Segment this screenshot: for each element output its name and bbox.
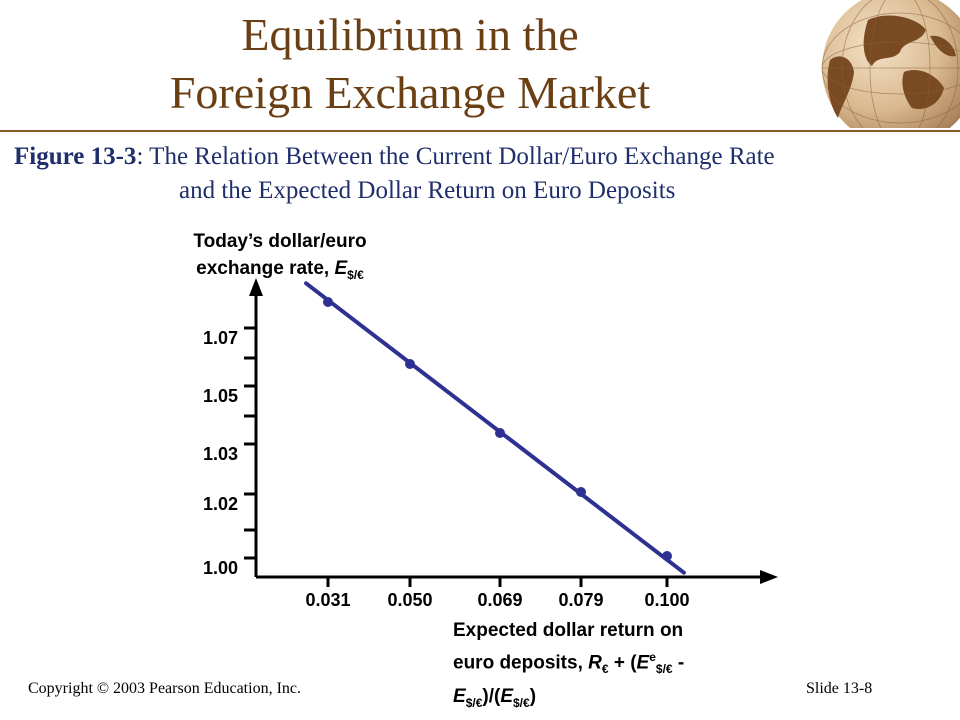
chart-axes xyxy=(249,278,778,584)
x-axis-label-line-3: E$/€)/(E$/€) xyxy=(453,683,783,717)
data-point-1 xyxy=(405,359,415,369)
data-point-0 xyxy=(323,297,333,307)
title-divider xyxy=(0,130,960,132)
y-tick-label-2: 1.03 xyxy=(203,444,238,464)
x-axis-label-line3-E2: E xyxy=(500,686,513,708)
data-point-4 xyxy=(662,551,672,561)
y-axis-label-sub: $/€ xyxy=(347,267,364,282)
x-axis-label-line3-E: E xyxy=(453,686,466,708)
y-axis-label-text: exchange rate, xyxy=(196,258,335,279)
x-axis-label-minus: - xyxy=(672,652,685,674)
x-axis-label-line-1: Expected dollar return on xyxy=(453,620,684,641)
x-axis-label: Expected dollar return on euro deposits,… xyxy=(453,617,783,717)
copyright-footer: Copyright © 2003 Pearson Education, Inc. xyxy=(28,680,301,697)
figure-label: Figure 13-3 xyxy=(14,143,137,170)
y-tick-label-1: 1.05 xyxy=(203,386,238,406)
x-tick-label-1: 0.050 xyxy=(387,590,432,610)
y-tick-label-4: 1.00 xyxy=(203,558,238,578)
figure-caption-line-1: : The Relation Between the Current Dolla… xyxy=(136,143,775,170)
x-axis-label-plus: + ( xyxy=(608,652,637,674)
globe-icon xyxy=(821,0,960,128)
x-axis-label-E-sup: e xyxy=(649,650,656,664)
title-line-2: Foreign Exchange Market xyxy=(169,67,651,118)
chart-tick-labels: 1.07 1.05 1.03 1.02 1.00 0.031 0.050 0.069 0.079… xyxy=(203,328,690,610)
data-point-2 xyxy=(495,428,505,438)
y-tick-label-0: 1.07 xyxy=(203,328,238,348)
x-axis-arrow xyxy=(760,570,778,584)
x-axis-label-line3-sub: $/€ xyxy=(465,695,483,710)
x-axis-label-R: R xyxy=(588,652,602,674)
y-axis-arrow xyxy=(249,278,263,296)
x-tick-label-4: 0.100 xyxy=(644,590,689,610)
x-axis-label-line-2: euro deposits, R€ + (Ee$/€ - xyxy=(453,644,783,683)
title-line-1: Equilibrium in the xyxy=(241,9,579,60)
y-axis-label-line-1: Today’s dollar/euro xyxy=(193,231,367,252)
x-tick-label-3: 0.079 xyxy=(558,590,603,610)
return-line xyxy=(304,281,686,575)
x-tick-label-2: 0.069 xyxy=(477,590,522,610)
y-tick-label-3: 1.02 xyxy=(203,494,238,514)
figure-caption: Figure 13-3: The Relation Between the Cu… xyxy=(14,140,954,208)
chart-ticks xyxy=(244,326,669,587)
data-point-3 xyxy=(576,487,586,497)
x-axis-label-line3-sub2: $/€ xyxy=(513,695,530,710)
x-axis-label-E-sub: $/€ xyxy=(655,662,673,677)
figure-caption-line-2: and the Expected Dollar Return on Euro D… xyxy=(179,177,676,204)
x-axis-label-line3-mid: )/( xyxy=(482,686,501,708)
x-axis-label-E: E xyxy=(636,652,650,674)
x-tick-label-0: 0.031 xyxy=(305,590,350,610)
slide-title: Equilibrium in the Foreign Exchange Mark… xyxy=(100,6,720,122)
y-axis-label-line-2: exchange rate, E$/€ xyxy=(150,255,410,289)
chart-series xyxy=(304,281,686,575)
x-axis-label-line3-end: ) xyxy=(529,686,537,708)
x-axis-label-text: euro deposits, xyxy=(453,652,589,674)
x-axis-label-R-sub: € xyxy=(601,662,609,677)
y-axis-label-symbol: E xyxy=(334,258,348,279)
y-axis-label: Today’s dollar/euro exchange rate, E$/€ xyxy=(150,228,410,289)
slide-number: Slide 13-8 xyxy=(806,680,873,697)
